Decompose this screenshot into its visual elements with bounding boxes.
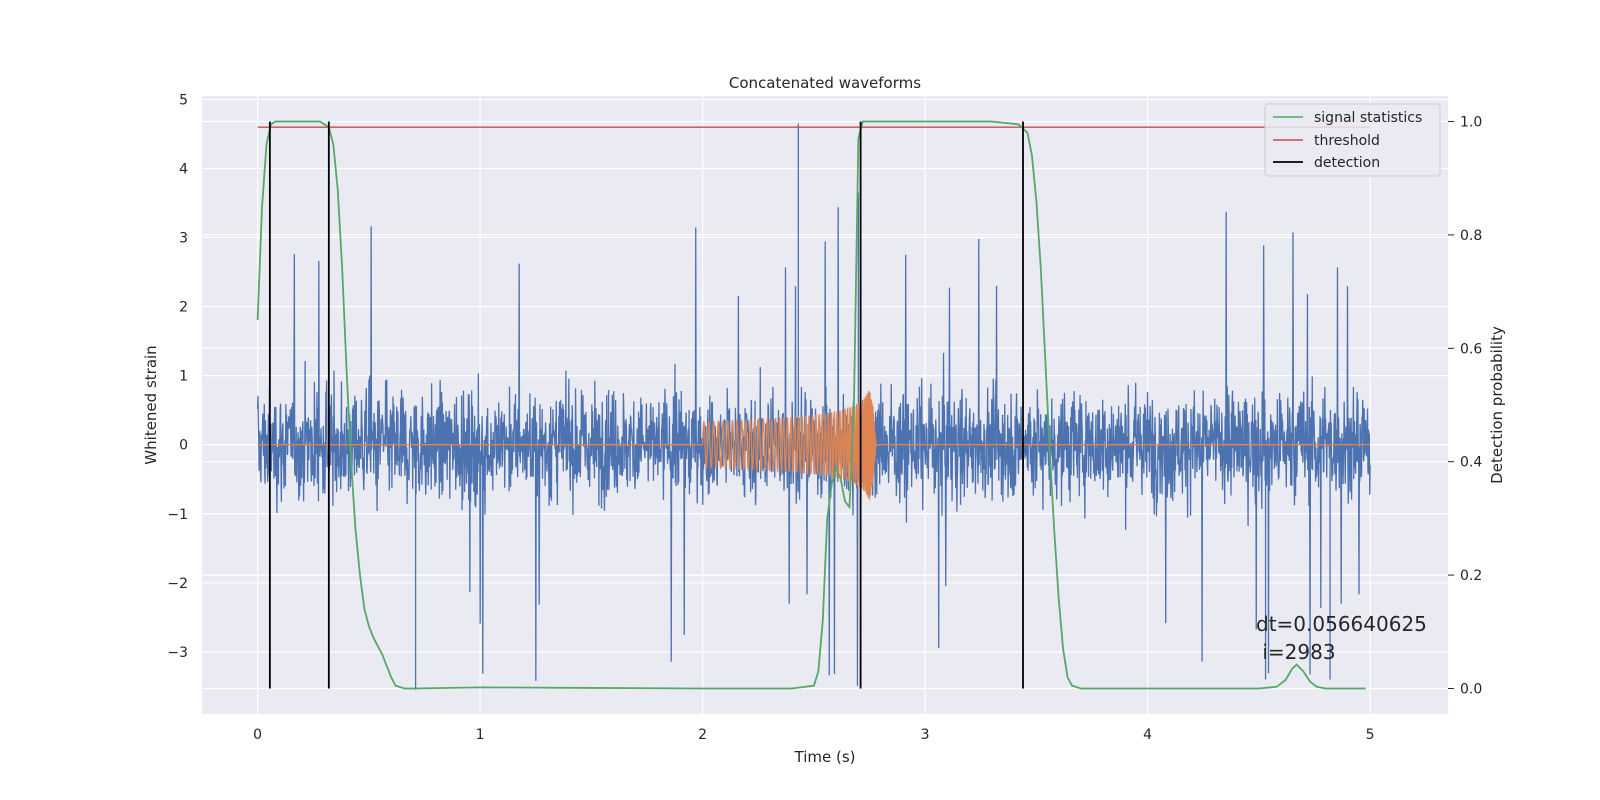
x-axis-label: Time (s) [794,748,856,766]
y-left-tick-label: −2 [167,576,188,592]
y-left-tick-label: 5 [179,92,188,108]
y-left-tick-label: 2 [179,300,188,316]
chart-title: Concatenated waveforms [729,74,921,92]
legend-label-threshold: threshold [1314,133,1380,149]
y-right-tick-label: 0.8 [1460,228,1482,244]
y-left-tick-label: −1 [167,507,188,523]
legend: signal statistics threshold detection [1264,103,1441,177]
series-layer [256,120,1371,690]
series-noise [256,123,1371,690]
legend-label-signal: signal statistics [1314,110,1422,126]
x-tick-label: 0 [253,727,262,743]
y-left-tick-label: −3 [167,645,188,661]
y-right-tick-label: 1.0 [1460,115,1482,131]
legend-label-detection: detection [1314,155,1380,171]
axes: 0 1 2 3 4 5 −3 −2 −1 0 1 2 3 4 5 0.0 0.2 0.4 0.6 0.8 1.0 [167,92,1482,743]
x-tick-label: 2 [698,727,707,743]
y-right-tick-label: 0.0 [1460,681,1482,697]
series-signal-statistics [256,120,1366,690]
y-right-tick-label: 0.6 [1460,341,1482,357]
y-right-tick-label: 0.4 [1460,455,1482,471]
y-right-tick-label: 0.2 [1460,568,1482,584]
y-right-axis-label: Detection probability [1488,326,1506,484]
x-tick-label: 4 [1143,727,1152,743]
y-left-axis-label: Whitened strain [142,345,160,464]
x-tick-label: 3 [921,727,930,743]
y-left-tick-label: 1 [179,369,188,385]
annotation-dt: dt=0.056640625 [1256,612,1427,636]
x-tick-label: 1 [476,727,485,743]
y-left-tick-label: 3 [179,231,188,247]
x-tick-label: 5 [1366,727,1375,743]
y-left-tick-label: 0 [179,438,188,454]
series-chirp [257,390,1371,501]
legend-box [1264,103,1441,177]
y-left-tick-label: 4 [179,162,188,178]
annotation-i: i=2983 [1256,640,1336,664]
